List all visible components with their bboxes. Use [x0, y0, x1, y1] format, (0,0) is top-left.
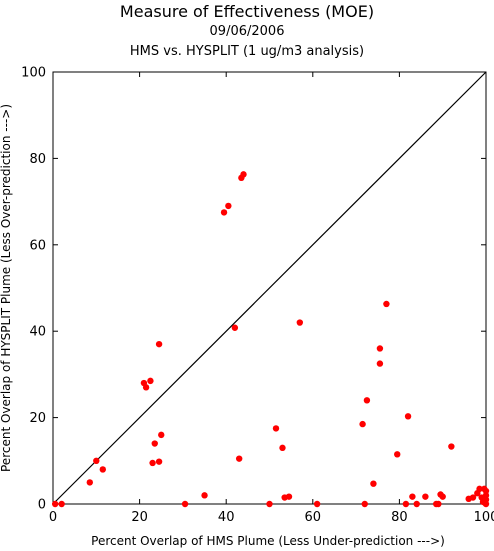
data-point — [376, 360, 384, 367]
data-point — [361, 500, 368, 508]
data-point — [422, 493, 429, 500]
data-point — [481, 499, 489, 507]
data-point — [147, 377, 154, 385]
data-point — [439, 493, 446, 500]
data-point — [370, 480, 377, 487]
data-point — [155, 340, 163, 348]
data-point — [482, 487, 490, 495]
data-point — [225, 202, 232, 210]
y-tick-label: 40 — [29, 325, 46, 340]
data-point — [158, 431, 165, 439]
data-point — [383, 300, 390, 308]
x-tick-label: 100 — [474, 510, 494, 525]
data-point — [155, 458, 163, 465]
data-point — [231, 324, 239, 331]
data-point — [435, 500, 442, 508]
data-point — [272, 425, 280, 432]
x-tick-label: 60 — [305, 510, 322, 525]
one-to-one-line — [52, 71, 487, 505]
data-point — [376, 345, 384, 352]
data-point — [404, 413, 412, 420]
y-tick-label: 80 — [29, 152, 46, 167]
data-point — [413, 500, 420, 508]
data-point — [296, 319, 304, 326]
y-tick-label: 0 — [38, 498, 46, 513]
data-point — [93, 457, 100, 464]
data-point — [476, 485, 483, 493]
data-point — [220, 209, 228, 216]
y-tick-label: 20 — [29, 411, 46, 426]
plot-area: 0 20 40 60 80 100 0 20 40 60 80 100 — [21, 66, 494, 526]
data-point — [240, 171, 247, 178]
chart-subtitle: HMS vs. HYSPLIT (1 ug/m3 analysis) — [130, 44, 364, 59]
data-point — [266, 500, 273, 508]
data-point — [402, 500, 410, 508]
y-tick-label: 60 — [29, 238, 46, 253]
data-point — [469, 494, 477, 501]
data-point — [279, 444, 286, 452]
data-point — [58, 500, 65, 508]
data-point — [51, 500, 59, 508]
data-point — [363, 397, 371, 404]
x-tick-label: 80 — [391, 510, 408, 525]
y-tick-label: 100 — [21, 66, 46, 81]
data-point — [151, 440, 158, 447]
data-point — [149, 459, 156, 467]
data-point — [181, 500, 189, 508]
y-axis-label: Percent Overlap of HYSPLIT Plume (Less O… — [0, 104, 13, 472]
data-point — [285, 493, 293, 500]
data-point — [394, 451, 401, 458]
x-tick-label: 20 — [131, 510, 148, 525]
data-point — [142, 384, 150, 391]
data-point — [313, 500, 321, 508]
data-point — [235, 455, 243, 462]
data-point — [99, 466, 106, 473]
data-point — [359, 420, 366, 428]
x-tick-label: 40 — [218, 510, 235, 525]
data-point — [409, 493, 416, 500]
chart-date: 09/06/2006 — [210, 24, 285, 39]
x-tick-label: 0 — [49, 510, 57, 525]
x-axis-label: Percent Overlap of HMS Plume (Less Under… — [91, 534, 445, 548]
data-point — [86, 479, 94, 486]
data-point — [448, 443, 455, 450]
chart-title: Measure of Effectiveness (MOE) — [120, 2, 374, 21]
data-point — [201, 492, 208, 499]
